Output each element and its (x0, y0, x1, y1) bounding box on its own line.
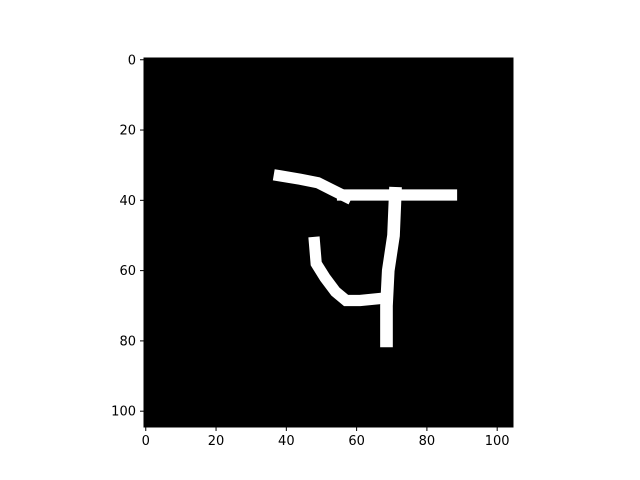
plot-frame (143, 57, 514, 428)
character-stroke-4 (308, 236, 384, 307)
character-stroke-3 (380, 186, 402, 348)
x-tick-label: 100 (485, 434, 510, 449)
x-tick-label: 40 (278, 434, 295, 449)
x-tick-label: 0 (142, 434, 150, 449)
y-tick-label: 80 (119, 334, 136, 349)
character-strokes (272, 169, 458, 348)
x-tick-label: 20 (208, 434, 225, 449)
y-tick-label: 0 (128, 53, 136, 68)
y-tick-label: 20 (119, 124, 136, 139)
y-tick-label: 40 (119, 194, 136, 209)
x-tick-label: 80 (419, 434, 436, 449)
y-tick-label: 60 (119, 264, 136, 279)
character-stroke-1 (272, 169, 354, 205)
x-axis: 0 20 40 60 80 100 (142, 427, 510, 449)
y-axis: 0 20 40 60 80 100 (111, 53, 144, 420)
x-tick-label: 60 (348, 434, 365, 449)
y-tick-label: 100 (111, 405, 136, 420)
image-area (144, 58, 513, 427)
